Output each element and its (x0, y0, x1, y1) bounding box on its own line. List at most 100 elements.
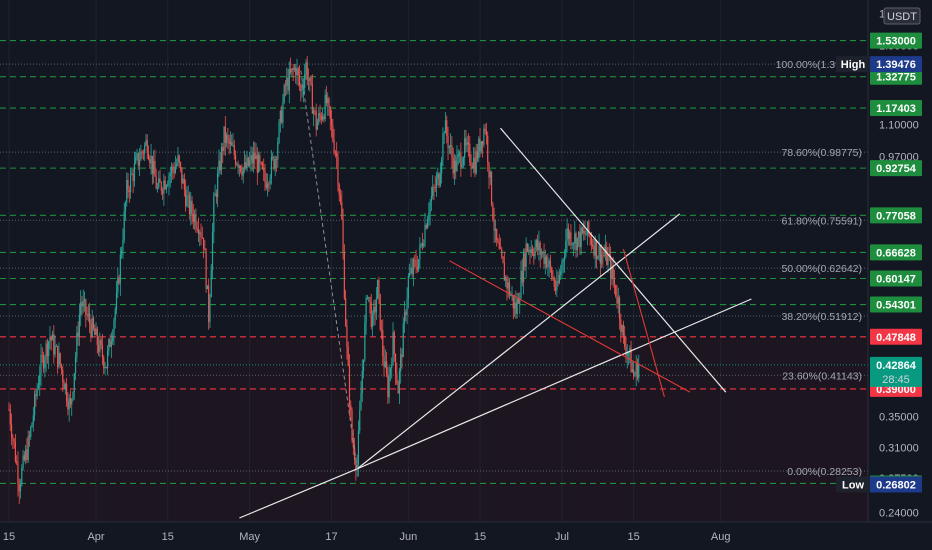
candle-body (589, 234, 591, 238)
level-badge: 0.60147 (876, 274, 916, 286)
candle-body (255, 155, 257, 160)
level-badge-background (870, 207, 922, 224)
candle-body (319, 113, 321, 116)
candle-body (144, 144, 146, 154)
candle-body (433, 187, 435, 188)
candle-body (305, 62, 307, 75)
candle-body (26, 449, 28, 460)
candle-body (273, 156, 275, 169)
time-tick-label: Jul (555, 531, 569, 543)
candle-body (421, 243, 424, 247)
candle-body (565, 241, 567, 257)
candle-body (167, 184, 169, 186)
candle-body (546, 256, 548, 268)
candle-body (537, 240, 539, 251)
candle-body (279, 110, 281, 122)
candle-body (434, 187, 436, 189)
candle-body (448, 146, 450, 148)
candle-body (329, 106, 331, 119)
candle-body (325, 94, 328, 104)
candle-body (467, 142, 470, 145)
candle-body (36, 388, 38, 397)
candle-body (172, 166, 174, 170)
time-tick-label: 15 (474, 531, 486, 543)
candle-body (268, 183, 270, 185)
candle-body (247, 157, 249, 166)
candle-body (419, 244, 421, 260)
candle-body (181, 167, 183, 184)
candle-body (540, 253, 543, 255)
candle-body (141, 151, 143, 153)
candle-body (200, 232, 202, 238)
candle-body (32, 415, 34, 424)
time-tick-label: 15 (3, 531, 15, 543)
candle-body (242, 167, 244, 176)
candle-body (168, 176, 170, 185)
candle-body (118, 277, 120, 284)
candle-body (54, 346, 56, 355)
candle-body (405, 312, 407, 315)
candle-body (460, 152, 462, 168)
level-badge: 0.92754 (876, 163, 917, 175)
candle-body (571, 244, 573, 245)
candle-body (227, 135, 229, 139)
candle-body (506, 277, 508, 289)
fib-label: 78.60%(0.98775) (781, 147, 862, 159)
candle-body (590, 237, 592, 245)
candle-body (498, 242, 500, 249)
candle-body (320, 115, 322, 120)
candle-body (435, 178, 438, 188)
candle-body (86, 314, 88, 316)
candle-body (201, 237, 203, 238)
candle-body (482, 141, 484, 145)
candle-body (114, 309, 116, 321)
candle-body (473, 157, 475, 168)
candle-body (236, 164, 238, 165)
candle-body (392, 332, 394, 365)
candle-body (68, 398, 70, 410)
candle-body (206, 285, 208, 290)
candle-body (229, 141, 232, 144)
candle-body (416, 266, 418, 270)
candle-body (393, 332, 395, 355)
candle-body (342, 218, 344, 252)
candle-body (569, 232, 571, 239)
candle-body (277, 142, 279, 160)
candle-body (63, 381, 65, 390)
level-badge-background (870, 32, 922, 49)
candle-body (534, 247, 536, 257)
candle-body (406, 298, 408, 315)
level-badge-background (870, 160, 922, 177)
candle-body (220, 147, 223, 171)
candle-body (428, 213, 430, 220)
candle-body (626, 353, 628, 356)
candle-body (44, 359, 46, 369)
candle-body (208, 285, 210, 322)
candle-body (542, 251, 544, 254)
candle-body (444, 120, 447, 134)
candle-body (309, 77, 311, 81)
candle-body (538, 242, 540, 251)
candle-body (42, 355, 45, 369)
candle-body (585, 234, 587, 236)
candle-body (57, 346, 59, 367)
candle-body (233, 145, 235, 155)
candle-body (154, 160, 156, 177)
time-axis[interactable]: 15 Apr 15 May 17 Jun 15 Jul 15 Aug (3, 531, 731, 543)
horizontal-levels[interactable] (0, 40, 868, 484)
candle-body (351, 410, 353, 441)
candle-body (245, 162, 247, 169)
candle-body (469, 144, 471, 163)
candle-body (156, 187, 159, 189)
candle-body (165, 185, 168, 190)
time-tick-label: 15 (628, 531, 640, 543)
time-tick-label: 15 (162, 531, 174, 543)
candle-body (636, 362, 639, 379)
trend-lines[interactable] (239, 70, 752, 519)
candle-body (601, 254, 603, 264)
candle-body (186, 195, 188, 207)
candle-body (334, 152, 336, 154)
candle-body (525, 243, 527, 267)
candle-body (379, 294, 381, 330)
